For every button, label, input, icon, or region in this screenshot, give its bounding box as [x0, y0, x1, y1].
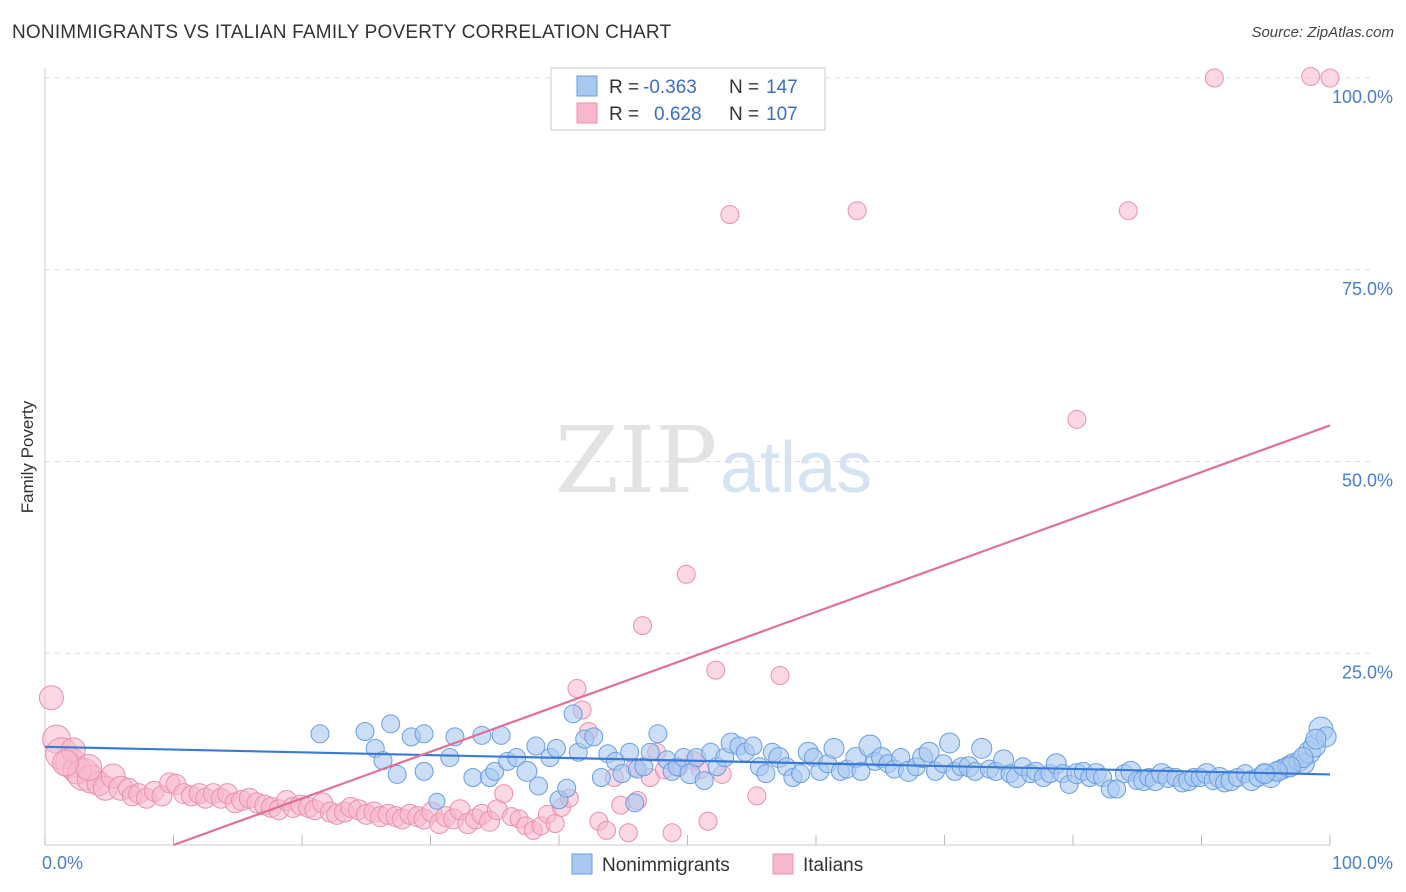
grid-lines	[45, 77, 1370, 654]
italians-point	[847, 201, 867, 221]
nonimmigrants-point	[591, 768, 611, 788]
nonimmigrants-point	[823, 737, 845, 759]
italians-point	[52, 749, 80, 777]
y-tick-label-75: 75.0%	[1342, 279, 1393, 299]
nonimmigrants-point	[440, 748, 460, 768]
chart-title: NONIMMIGRANTS VS ITALIAN FAMILY POVERTY …	[12, 22, 672, 43]
x-tick-label-min: 0.0%	[42, 853, 83, 873]
italians-point	[1301, 66, 1321, 86]
nonimmigrants-point	[620, 742, 640, 762]
italians-point	[75, 754, 103, 782]
italians-points	[38, 66, 1340, 843]
italians-point	[494, 784, 514, 804]
nonimmigrants-point	[918, 741, 940, 763]
watermark-atlas: atlas	[720, 428, 872, 508]
nonimmigrants-point	[428, 792, 446, 810]
bottom-legend-italians: Italians	[803, 855, 863, 876]
nonimmigrants-point	[463, 768, 483, 788]
nonimmigrants-point	[584, 727, 604, 747]
y-axis-label: Family Poverty	[18, 400, 37, 513]
nonimmigrants-point	[546, 738, 566, 758]
legend-n-label-2: N =	[729, 104, 759, 125]
italians-point	[706, 660, 726, 680]
nonimmigrants-point	[1305, 728, 1327, 750]
nonimmigrants-point	[516, 760, 538, 782]
nonimmigrants-point	[563, 704, 583, 724]
italians-point	[545, 814, 565, 834]
y-tick-label-100: 100.0%	[1332, 87, 1393, 107]
trend-lines	[44, 424, 1331, 847]
legend-r-label-2: R =	[609, 104, 639, 125]
bottom-legend-nonimmigrants: Nonimmigrants	[602, 855, 730, 876]
legend-r-value-1: -0.363	[643, 77, 697, 98]
italians-point	[38, 685, 64, 711]
nonimmigrants-point	[1107, 779, 1127, 799]
italians-point	[1067, 409, 1087, 429]
italians-point	[1118, 201, 1138, 221]
tick-labels: 25.0% 50.0% 75.0% 100.0% 0.0% 100.0%	[42, 87, 1393, 873]
y-tick-label-50: 50.0%	[1342, 471, 1393, 491]
legend-n-value-2: 107	[766, 104, 798, 125]
nonimmigrants-point	[414, 724, 434, 744]
italians-trend-line	[173, 424, 1331, 847]
nonimmigrants-point	[414, 761, 434, 781]
nonimmigrants-point	[694, 771, 714, 791]
nonimmigrants-point	[310, 724, 330, 744]
nonimmigrants-point	[355, 721, 375, 741]
legend-r-value-2: 0.628	[654, 104, 702, 125]
nonimmigrants-point	[625, 793, 645, 813]
legend-swatch-nonimmigrants	[576, 75, 598, 97]
italians-point	[720, 205, 740, 225]
legend-box: R = -0.363 N = 147 R = 0.628 N = 107	[550, 67, 826, 131]
x-tick-label-max: 100.0%	[1332, 853, 1393, 873]
nonimmigrants-point	[791, 764, 811, 784]
nonimmigrants-point	[528, 776, 548, 796]
italians-point	[633, 616, 653, 636]
italians-point	[676, 564, 696, 584]
bottom-legend-swatch-italians	[772, 853, 794, 875]
italians-point	[567, 679, 587, 699]
nonimmigrants-point	[648, 724, 668, 744]
italians-point	[1204, 68, 1224, 88]
nonimmigrants-point	[756, 764, 776, 784]
nonimmigrants-point	[381, 714, 401, 734]
bottom-legend: Nonimmigrants Italians	[571, 853, 863, 876]
source-label: Source: ZipAtlas.com	[1251, 24, 1394, 41]
italians-point	[618, 823, 638, 843]
legend-n-value-1: 147	[766, 77, 798, 98]
nonimmigrants-point	[387, 764, 407, 784]
italians-point	[770, 665, 790, 685]
nonimmigrants-points	[310, 704, 1337, 813]
nonimmigrants-point	[526, 736, 546, 756]
nonimmigrants-point	[640, 742, 660, 762]
nonimmigrants-point	[557, 778, 577, 798]
y-tick-label-25: 25.0%	[1342, 662, 1393, 682]
bottom-legend-swatch-nonimmigrants	[571, 853, 593, 875]
nonimmigrants-trend-line	[44, 745, 1331, 776]
nonimmigrants-point	[939, 732, 961, 754]
italians-point	[597, 820, 617, 840]
legend-swatch-italians	[576, 102, 598, 124]
italians-point	[698, 811, 718, 831]
legend-r-label-1: R =	[609, 77, 639, 98]
watermark-zip: ZIP	[555, 407, 717, 514]
nonimmigrants-point	[851, 761, 871, 781]
italians-point	[747, 786, 767, 806]
nonimmigrants-point	[743, 736, 763, 756]
axes	[44, 68, 1331, 846]
legend-n-label-1: N =	[729, 77, 759, 98]
nonimmigrants-point	[971, 737, 993, 759]
italians-point	[1320, 68, 1340, 88]
italians-point	[662, 823, 682, 843]
nonimmigrants-point	[485, 761, 505, 781]
